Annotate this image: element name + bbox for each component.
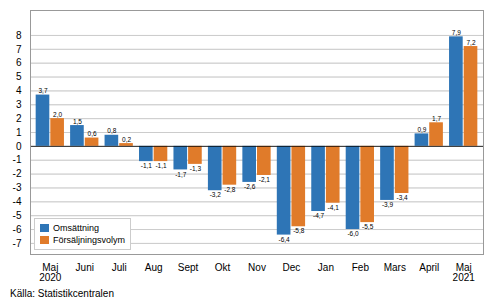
svg-text:-1,1: -1,1	[155, 162, 167, 169]
svg-text:-7: -7	[13, 238, 22, 249]
svg-text:0: 0	[16, 141, 22, 152]
svg-text:-3,4: -3,4	[397, 194, 409, 201]
svg-text:-2,6: -2,6	[244, 183, 256, 190]
html-text:Källa: Statistikcentralen: Källa: Statistikcentralen	[10, 288, 114, 299]
svg-text:1,7: 1,7	[432, 115, 441, 122]
svg-text:-1,7: -1,7	[175, 171, 187, 178]
svg-text:5: 5	[16, 71, 22, 82]
svg-text:-3,9: -3,9	[382, 201, 394, 208]
svg-text:Nov: Nov	[248, 262, 266, 273]
svg-text:Maj2020: Maj2020	[39, 262, 62, 283]
svg-text:-4,7: -4,7	[313, 212, 325, 219]
svg-text:Juni: Juni	[76, 262, 94, 273]
svg-text:1,5: 1,5	[73, 118, 82, 125]
svg-text:8: 8	[16, 30, 22, 41]
svg-text:Mars: Mars	[384, 262, 406, 273]
svg-text:Dec: Dec	[283, 262, 301, 273]
svg-text:-1: -1	[13, 154, 22, 165]
svg-text:0,9: 0,9	[417, 126, 426, 133]
svg-text:-6: -6	[13, 224, 22, 235]
svg-text:-4,1: -4,1	[328, 204, 340, 211]
html-text:Omsättning: Omsättning	[53, 223, 99, 233]
svg-text:Sept: Sept	[178, 262, 199, 273]
svg-text:-4: -4	[13, 196, 22, 207]
svg-text:-6,0: -6,0	[347, 230, 359, 237]
svg-text:-1,1: -1,1	[141, 162, 153, 169]
svg-text:0,8: 0,8	[107, 127, 116, 134]
svg-text:6: 6	[16, 57, 22, 68]
svg-text:7,9: 7,9	[452, 29, 461, 36]
svg-text:-1,3: -1,3	[190, 165, 202, 172]
svg-text:-3: -3	[13, 182, 22, 193]
svg-text:-5: -5	[13, 210, 22, 221]
svg-text:3,7: 3,7	[38, 87, 47, 94]
svg-text:-3,2: -3,2	[210, 191, 222, 198]
svg-text:April: April	[419, 262, 439, 273]
svg-text:0,6: 0,6	[88, 130, 97, 137]
svg-text:-2: -2	[13, 168, 22, 179]
svg-text:-2,1: -2,1	[259, 176, 271, 183]
html-text:Försäljningsvolym: Försäljningsvolym	[53, 235, 125, 245]
svg-text:4: 4	[16, 85, 22, 96]
svg-text:0,2: 0,2	[122, 136, 131, 143]
svg-text:7: 7	[16, 44, 22, 55]
svg-text:2,0: 2,0	[53, 111, 62, 118]
svg-text:Aug: Aug	[145, 262, 163, 273]
svg-text:-5,8: -5,8	[293, 227, 305, 234]
svg-text:Jan: Jan	[318, 262, 334, 273]
svg-text:7,2: 7,2	[466, 39, 475, 46]
svg-text:Juli: Juli	[112, 262, 127, 273]
svg-text:3: 3	[16, 99, 22, 110]
svg-text:-6,4: -6,4	[279, 236, 291, 243]
svg-text:-5,5: -5,5	[362, 223, 374, 230]
svg-text:Feb: Feb	[352, 262, 370, 273]
svg-text:-2,8: -2,8	[224, 186, 236, 193]
svg-text:2: 2	[16, 113, 22, 124]
svg-text:Maj2021: Maj2021	[453, 262, 476, 283]
svg-text:1: 1	[16, 127, 22, 138]
svg-text:Okt: Okt	[215, 262, 231, 273]
